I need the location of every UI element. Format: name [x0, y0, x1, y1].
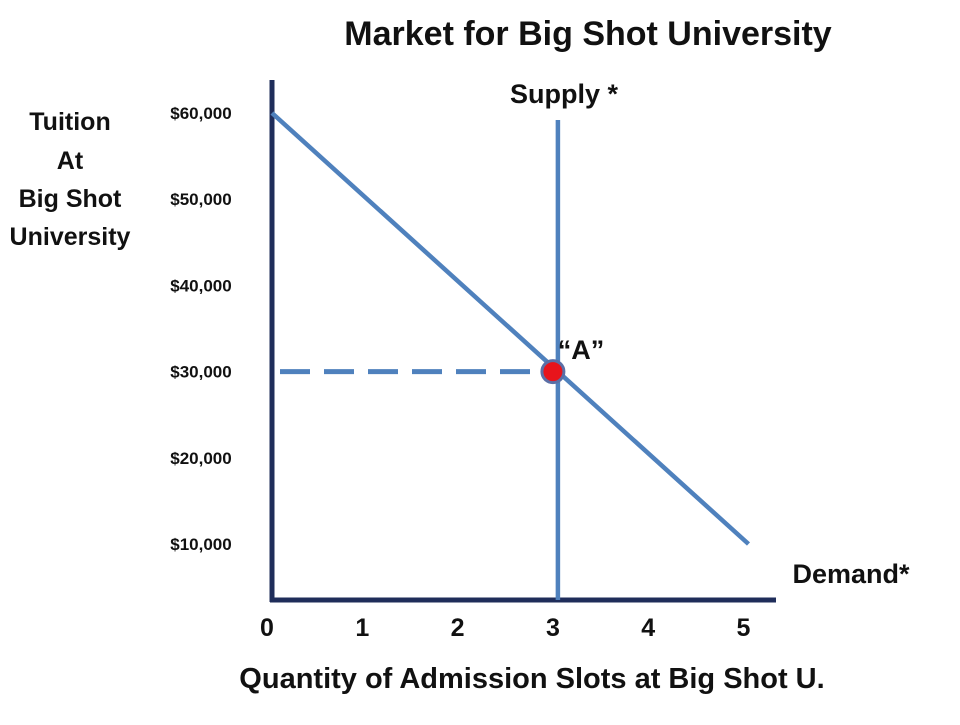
equilibrium-point-marker	[540, 359, 566, 385]
y-tick-label: $60,000	[170, 104, 231, 123]
x-tick-label: 3	[546, 614, 560, 642]
y-tick-label: $40,000	[170, 276, 231, 295]
y-axis-label: Tuition At Big Shot University	[10, 108, 131, 251]
y-axis-label-line: Tuition	[29, 108, 110, 136]
x-axis-label: Quantity of Admission Slots at Big Shot …	[239, 663, 824, 695]
x-tick-label: 0	[260, 614, 274, 642]
plot-area: $60,000 $50,000 $40,000 $30,000 $20,000 $10,0…	[170, 79, 910, 642]
y-axis-label-line: University	[10, 223, 131, 251]
x-tick-label: 1	[355, 614, 369, 642]
supply-label: Supply *	[510, 79, 619, 109]
x-tick-label: 2	[451, 614, 465, 642]
y-tick-label: $10,000	[170, 535, 231, 554]
demand-label: Demand*	[792, 559, 910, 589]
y-tick-label: $50,000	[170, 190, 231, 209]
y-tick-label: $20,000	[170, 449, 231, 468]
chart-title: Market for Big Shot University	[344, 15, 832, 53]
y-axis-label-line: Big Shot	[19, 185, 122, 213]
x-tick-label: 5	[737, 614, 751, 642]
y-tick-label: $30,000	[170, 363, 231, 382]
x-tick-label: 4	[641, 614, 655, 642]
demand-line	[270, 111, 751, 546]
equilibrium-point-label: “A”	[558, 335, 605, 365]
y-axis-label-line: At	[57, 147, 84, 175]
